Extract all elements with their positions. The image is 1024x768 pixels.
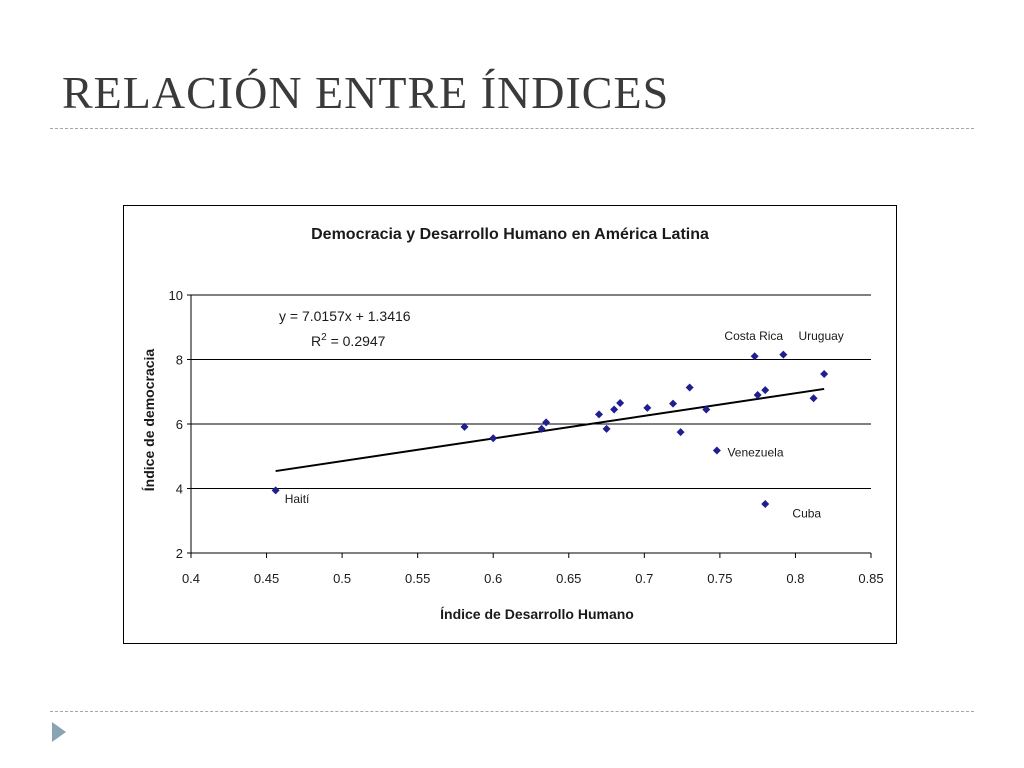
slide-title: RELACIÓN ENTRE ÍNDICES <box>62 67 670 118</box>
r-squared-label: R2 = 0.2947 <box>311 332 386 349</box>
point-annotation: Uruguay <box>798 329 843 343</box>
r-squared-value: = 0.2947 <box>327 333 386 349</box>
data-point <box>595 410 603 419</box>
y-tick-label: 10 <box>169 288 183 303</box>
trendline <box>275 387 825 473</box>
y-tick-label: 6 <box>176 417 183 432</box>
data-point <box>820 370 829 379</box>
data-point <box>489 434 498 443</box>
trendline-equation: y = 7.0157x + 1.3416 <box>279 308 411 324</box>
y-tick-labels: 2 4 6 8 10 <box>169 288 183 561</box>
point-annotation: Venezuela <box>727 445 783 459</box>
data-point <box>809 394 818 403</box>
data-point <box>542 418 551 427</box>
x-tick-label: 0.55 <box>405 571 430 586</box>
x-tick-label: 0.75 <box>707 571 732 586</box>
data-point <box>761 386 770 395</box>
data-point <box>712 446 721 455</box>
y-tick-label: 4 <box>176 482 183 497</box>
data-point <box>676 428 685 437</box>
data-point <box>750 352 759 361</box>
data-point <box>537 424 546 433</box>
point-annotation: Costa Rica <box>724 329 783 343</box>
data-point <box>460 422 469 431</box>
scatter-chart: Democracia y Desarrollo Humano en Améric… <box>141 226 884 622</box>
point-annotation: Haití <box>285 492 310 506</box>
r-squared-symbol: R <box>311 333 321 349</box>
x-tick-label: 0.5 <box>333 571 351 586</box>
x-tick-label: 0.7 <box>635 571 653 586</box>
footer-divider <box>50 711 974 712</box>
x-tick-label: 0.8 <box>786 571 804 586</box>
nav-arrow-icon[interactable] <box>52 722 66 742</box>
trendline-group <box>275 387 825 473</box>
y-tick-label: 2 <box>176 546 183 561</box>
data-point <box>643 403 652 412</box>
x-tick-label: 0.6 <box>484 571 502 586</box>
data-points <box>271 350 829 508</box>
y-axis-label: Índice de democracia <box>141 349 157 492</box>
data-point <box>602 424 611 433</box>
x-tick-label: 0.65 <box>556 571 581 586</box>
x-tick-label: 0.85 <box>858 571 883 586</box>
axes <box>187 294 872 558</box>
data-point <box>761 499 770 508</box>
gridlines <box>191 294 871 489</box>
x-tick-label: 0.4 <box>182 571 200 586</box>
data-point <box>753 390 762 399</box>
data-point <box>616 399 625 408</box>
x-tick-label: 0.45 <box>254 571 279 586</box>
data-point <box>702 405 711 414</box>
data-point <box>685 383 694 392</box>
x-tick-labels: 0.4 0.45 0.5 0.55 0.6 0.65 0.7 0.75 0.8 0.85 <box>182 571 884 586</box>
point-annotations: Haití Costa Rica Uruguay Venezuela Cuba <box>285 329 844 520</box>
y-tick-label: 8 <box>176 353 183 368</box>
data-point <box>669 399 678 408</box>
chart-frame: Democracia y Desarrollo Humano en Améric… <box>123 205 897 644</box>
point-annotation: Cuba <box>792 507 821 521</box>
data-point <box>779 350 788 359</box>
chart-title: Democracia y Desarrollo Humano en Améric… <box>311 226 709 243</box>
x-axis-label: Índice de Desarrollo Humano <box>440 606 634 622</box>
data-point <box>271 486 280 495</box>
title-divider <box>50 128 974 129</box>
r-squared-exponent: 2 <box>321 332 327 343</box>
data-point <box>610 405 619 414</box>
